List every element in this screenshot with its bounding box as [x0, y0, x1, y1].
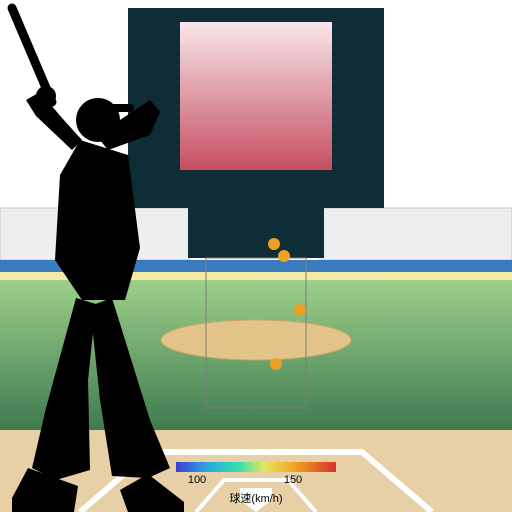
stand-right — [320, 208, 512, 260]
pitch-marker-1 — [278, 250, 290, 262]
speed-legend-label: 球速(km/h) — [229, 490, 282, 506]
pitch-marker-0 — [268, 238, 280, 250]
pitch-marker-3 — [270, 358, 282, 370]
pitch-marker-2 — [294, 304, 306, 316]
speed-tick: 150 — [284, 474, 302, 486]
scoreboard-base — [188, 208, 324, 258]
speed-legend-bar — [176, 462, 336, 472]
scoreboard-screen — [180, 22, 332, 170]
speed-tick: 100 — [188, 474, 206, 486]
stadium-scene — [0, 0, 512, 512]
pitchers-mound — [161, 320, 351, 360]
pitch-location-chart: 100 150 球速(km/h) — [0, 0, 512, 512]
